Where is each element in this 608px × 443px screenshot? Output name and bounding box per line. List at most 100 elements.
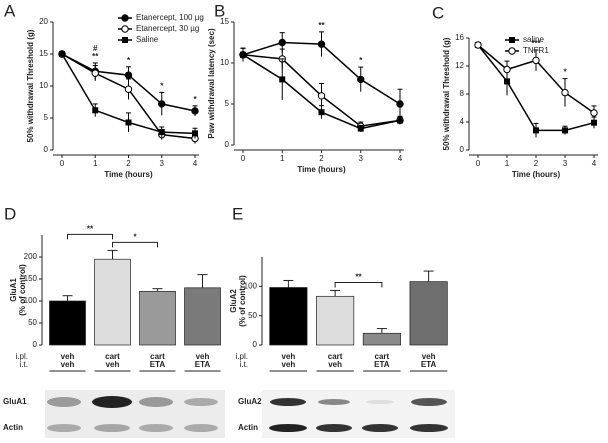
category-label: veh	[281, 352, 295, 361]
category-label: cart	[375, 352, 390, 361]
category-label: ETA	[195, 360, 211, 369]
category-label: veh	[422, 352, 436, 361]
marker	[92, 107, 99, 114]
significance-bracket	[334, 281, 383, 288]
y-axis-label: Paw withdrawal latency (sec)	[207, 28, 216, 139]
row-label: i.t.	[240, 360, 248, 369]
significance: ***	[531, 39, 541, 48]
x-tick-label: 1	[93, 159, 98, 168]
marker	[533, 127, 539, 134]
significance: *	[133, 233, 137, 242]
blot-images	[45, 390, 455, 438]
y-tick-label: 15	[39, 49, 48, 58]
blot-label: GluA1	[3, 397, 27, 406]
y-tick-label: 200	[24, 252, 38, 261]
y-tick-label: 15	[220, 17, 229, 26]
marker	[279, 76, 286, 83]
y-tick-label: 5	[225, 99, 230, 108]
y-tick-label: 12	[455, 61, 464, 70]
significance: *	[127, 56, 131, 65]
marker	[509, 37, 515, 43]
marker	[125, 119, 132, 126]
y-tick-label: 100	[244, 281, 258, 290]
y-tick-label: 0	[253, 340, 258, 349]
category-label: veh	[106, 360, 120, 369]
x-tick-label: 3	[160, 159, 165, 168]
legend-label: Saline	[136, 35, 159, 44]
bar	[316, 295, 355, 346]
y-axis-label: 50% withdrawal Threshold (g)	[26, 29, 35, 142]
x-axis-label: Time (hours)	[104, 170, 153, 179]
marker	[503, 65, 511, 74]
marker	[396, 100, 404, 108]
x-tick-label: 2	[319, 154, 324, 163]
marker	[397, 117, 403, 124]
blot-label: GluA2	[238, 397, 262, 406]
legend-label: TNFR1	[523, 46, 549, 55]
x-tick-label: 4	[193, 159, 198, 168]
panel-label: E	[232, 204, 243, 223]
y-tick-label: 50	[248, 311, 257, 320]
category-label: cart	[105, 352, 120, 361]
significance: **	[92, 52, 99, 61]
bar	[49, 300, 86, 346]
x-tick-label: 0	[241, 154, 246, 163]
y-tick-label: 0	[44, 145, 49, 154]
marker	[561, 88, 569, 97]
bar	[139, 290, 176, 346]
marker	[317, 92, 326, 100]
x-axis-label: Time (hours)	[512, 170, 561, 179]
row-label: i.t.	[20, 360, 28, 369]
x-tick-label: 4	[398, 154, 403, 163]
x-tick-label: 4	[592, 159, 597, 168]
category-label: veh	[281, 360, 295, 369]
legend-label: saline	[523, 35, 544, 44]
x-tick-label: 3	[563, 159, 568, 168]
marker	[124, 85, 133, 93]
y-tick-label: 100	[24, 296, 38, 305]
legend-label: Etanercept, 100 µg	[136, 13, 204, 22]
category-label: ETA	[374, 360, 390, 369]
y-tick-label: 20	[39, 17, 48, 26]
category-label: veh	[61, 360, 75, 369]
panel-label: A	[4, 1, 16, 20]
panel-label: C	[432, 3, 444, 22]
marker	[158, 100, 166, 108]
marker	[508, 47, 516, 55]
blot-label: Actin	[3, 423, 23, 432]
category-label: veh	[196, 352, 210, 361]
x-tick-label: 1	[505, 159, 510, 168]
significance: **	[355, 273, 362, 282]
marker	[504, 78, 510, 85]
marker	[124, 71, 133, 79]
category-label: ETA	[150, 360, 166, 369]
bar	[362, 332, 401, 346]
y-tick-label: 16	[455, 33, 464, 42]
marker	[121, 14, 129, 22]
bar	[94, 258, 131, 346]
significance: **	[87, 225, 94, 234]
marker	[317, 40, 326, 48]
y-tick-label: 150	[24, 274, 38, 283]
marker	[590, 109, 598, 117]
marker	[59, 51, 65, 57]
significance: *	[563, 68, 567, 77]
legend-label: Etanercept, 30 µg	[136, 24, 199, 33]
marker	[562, 127, 568, 134]
y-tick-label: 10	[220, 58, 229, 67]
marker	[318, 109, 325, 116]
marker	[357, 125, 364, 132]
y-tick-label: 0	[225, 140, 230, 149]
x-tick-label: 2	[126, 159, 131, 168]
marker	[591, 119, 597, 126]
significance: **	[318, 21, 325, 30]
marker	[158, 129, 165, 136]
category-label: veh	[328, 360, 342, 369]
row-label: i.pl.	[16, 352, 28, 361]
y-tick-label: 0	[33, 340, 38, 349]
bar	[269, 287, 308, 346]
category-label: ETA	[421, 360, 437, 369]
x-tick-label: 2	[534, 159, 539, 168]
category-label: veh	[61, 352, 75, 361]
